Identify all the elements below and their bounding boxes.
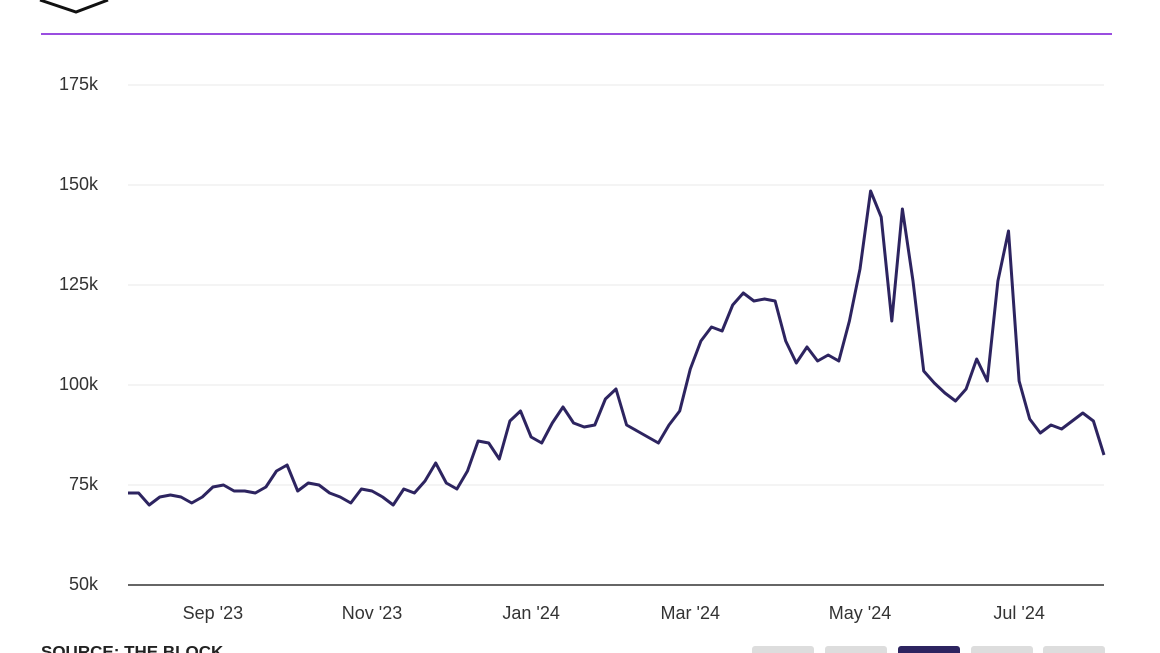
y-tick-label: 100k	[59, 374, 99, 394]
logo	[39, 0, 109, 14]
x-tick-label: May '24	[829, 603, 891, 623]
range-button[interactable]	[752, 646, 814, 653]
range-button[interactable]	[971, 646, 1033, 653]
y-tick-label: 150k	[59, 174, 99, 194]
range-button[interactable]	[825, 646, 887, 653]
range-button[interactable]	[1043, 646, 1105, 653]
y-tick-label: 50k	[69, 574, 99, 594]
x-tick-label: Nov '23	[342, 603, 402, 623]
x-tick-label: Jan '24	[502, 603, 559, 623]
data-line	[128, 189, 1106, 507]
x-tick-label: Jul '24	[993, 603, 1044, 623]
x-tick-label: Sep '23	[183, 603, 244, 623]
y-tick-label: 125k	[59, 274, 99, 294]
range-button-active[interactable]	[898, 646, 960, 653]
source-label: SOURCE: THE BLOCK	[41, 642, 224, 653]
x-tick-label: Mar '24	[661, 603, 720, 623]
y-tick-label: 175k	[59, 74, 99, 94]
y-tick-label: 75k	[69, 474, 99, 494]
